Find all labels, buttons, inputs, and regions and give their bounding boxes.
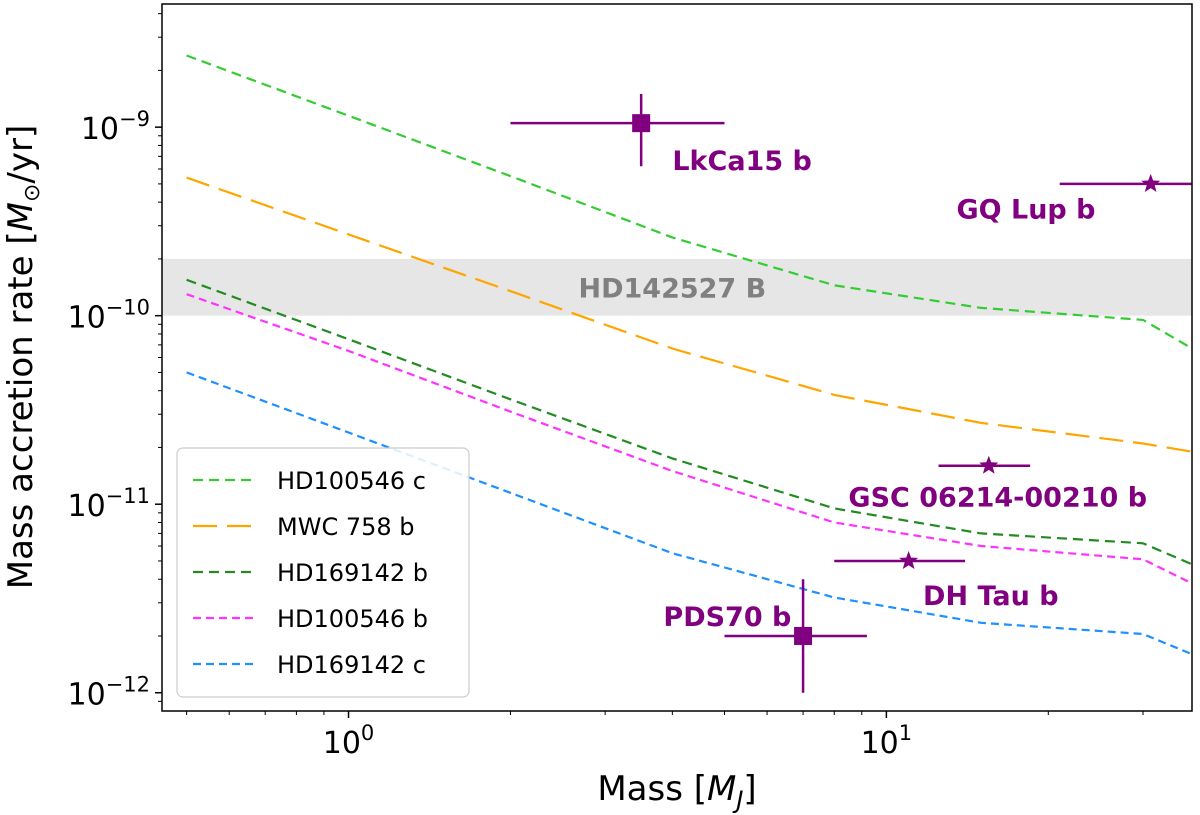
marker-gq-lup-b bbox=[1141, 174, 1160, 192]
legend-label-hd169142-c: HD169142 c bbox=[277, 651, 426, 679]
x-tick-label: 101 bbox=[861, 721, 913, 761]
legend-label-hd100546-c: HD100546 c bbox=[277, 467, 426, 495]
y-tick-label: 10−10 bbox=[67, 296, 150, 336]
marker-gsc-06214-00210-b bbox=[979, 456, 998, 474]
accretion-chart: HD142527 B LkCa15 b GQ Lup b GSC 06214-002… bbox=[0, 0, 1200, 815]
object-layer: LkCa15 b GQ Lup b GSC 06214-00210 b DH Tau … bbox=[510, 94, 1200, 693]
legend-label-hd169142-b: HD169142 b bbox=[277, 559, 428, 587]
x-axis-label: Mass [MJ] bbox=[597, 769, 756, 814]
label-dh-tau-b: DH Tau b bbox=[923, 581, 1059, 612]
label-gsc-06214-00210-b: GSC 06214-00210 b bbox=[848, 482, 1147, 513]
band-label: HD142527 B bbox=[578, 273, 766, 304]
legend-label-hd100546-b: HD100546 b bbox=[277, 605, 428, 633]
y-tick-label: 10−12 bbox=[67, 673, 150, 713]
legend-label-mwc-758-b: MWC 758 b bbox=[277, 513, 415, 541]
label-gq-lup-b: GQ Lup b bbox=[956, 195, 1095, 226]
y-tick-label: 10−11 bbox=[67, 484, 150, 524]
marker-dh-tau-b bbox=[899, 551, 918, 569]
band-layer: HD142527 B bbox=[162, 259, 1192, 316]
y-axis-label: Mass accretion rate [M⊙/yr] bbox=[1, 125, 45, 589]
marker-lkca15-b bbox=[632, 114, 650, 132]
x-tick-label: 100 bbox=[323, 721, 375, 761]
y-tick-label: 10−9 bbox=[81, 107, 150, 147]
label-pds70-b: PDS70 b bbox=[663, 602, 791, 633]
marker-pds70-b bbox=[794, 627, 812, 645]
label-lkca15-b: LkCa15 b bbox=[672, 146, 812, 177]
legend: HD100546 c MWC 758 b HD169142 b HD100546 b H… bbox=[177, 448, 469, 697]
